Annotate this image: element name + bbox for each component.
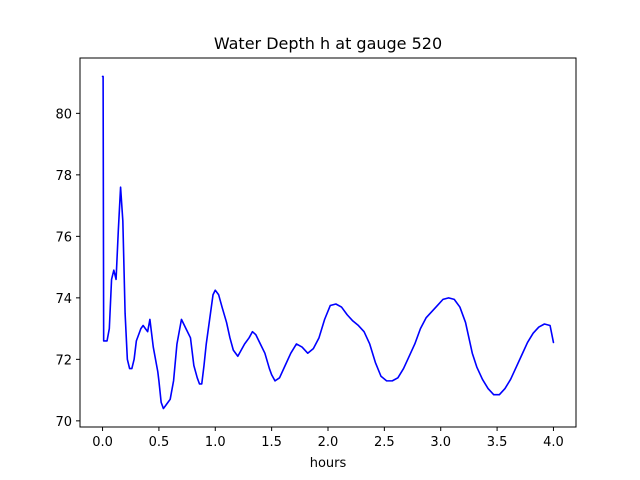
- x-tick-label: 3.0: [430, 435, 451, 450]
- water-depth-line: [101, 75, 555, 410]
- x-tick-label: 1.0: [205, 435, 226, 450]
- x-tick-label: 2.5: [374, 435, 395, 450]
- y-axis-ticks: 70 72 74 76 78 80: [55, 107, 80, 430]
- y-tick-label: 78: [55, 169, 72, 184]
- y-tick-label: 80: [55, 107, 72, 122]
- chart-title: Water Depth h at gauge 520: [214, 34, 442, 53]
- y-tick-label: 74: [55, 292, 72, 307]
- plot-area: [101, 75, 555, 410]
- x-tick-label: 1.5: [261, 435, 282, 450]
- y-tick-label: 76: [55, 230, 72, 245]
- y-tick-label: 70: [55, 415, 72, 430]
- x-tick-label: 4.0: [543, 435, 564, 450]
- x-tick-label: 0.0: [92, 435, 113, 450]
- x-axis-ticks: 0.0 0.5 1.0 1.5 2.0 2.5 3.0 3.5 4.0: [92, 427, 564, 450]
- y-tick-label: 72: [55, 353, 72, 368]
- x-tick-label: 2.0: [318, 435, 339, 450]
- x-tick-label: 0.5: [149, 435, 170, 450]
- x-tick-label: 3.5: [487, 435, 508, 450]
- x-axis-label: hours: [310, 456, 347, 471]
